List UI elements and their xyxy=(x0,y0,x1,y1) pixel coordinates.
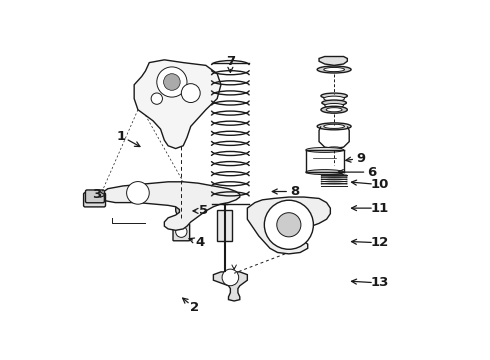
Circle shape xyxy=(157,67,187,97)
Circle shape xyxy=(222,269,239,286)
FancyBboxPatch shape xyxy=(173,224,190,241)
Ellipse shape xyxy=(321,106,347,113)
Ellipse shape xyxy=(306,148,343,152)
Circle shape xyxy=(277,213,301,237)
Ellipse shape xyxy=(324,67,344,72)
Polygon shape xyxy=(319,57,347,66)
FancyBboxPatch shape xyxy=(84,193,105,207)
Ellipse shape xyxy=(324,124,344,129)
Text: 4: 4 xyxy=(196,236,205,249)
FancyBboxPatch shape xyxy=(85,190,104,203)
Text: 10: 10 xyxy=(370,178,389,191)
Text: 1: 1 xyxy=(117,130,125,143)
Circle shape xyxy=(151,93,163,104)
Text: 8: 8 xyxy=(290,185,299,198)
Polygon shape xyxy=(214,272,247,301)
Text: 12: 12 xyxy=(370,236,389,249)
FancyBboxPatch shape xyxy=(217,210,232,242)
Circle shape xyxy=(181,84,200,103)
Circle shape xyxy=(264,200,314,249)
Ellipse shape xyxy=(327,147,342,150)
Polygon shape xyxy=(247,197,330,254)
Ellipse shape xyxy=(306,170,343,175)
Text: 5: 5 xyxy=(199,204,209,217)
Ellipse shape xyxy=(317,66,351,73)
Circle shape xyxy=(126,181,149,204)
Polygon shape xyxy=(100,182,240,230)
Text: 7: 7 xyxy=(226,55,235,68)
Text: 2: 2 xyxy=(190,301,199,314)
Ellipse shape xyxy=(321,93,347,99)
Ellipse shape xyxy=(322,100,346,105)
Ellipse shape xyxy=(325,103,343,108)
Ellipse shape xyxy=(324,96,344,101)
Circle shape xyxy=(164,74,180,90)
Text: 9: 9 xyxy=(356,152,365,165)
Text: 11: 11 xyxy=(370,202,389,215)
Circle shape xyxy=(175,200,195,219)
Polygon shape xyxy=(134,60,221,149)
Text: 3: 3 xyxy=(92,188,101,201)
Circle shape xyxy=(175,226,187,237)
Circle shape xyxy=(181,205,190,214)
Text: 13: 13 xyxy=(370,276,389,289)
Ellipse shape xyxy=(326,108,342,112)
Text: 6: 6 xyxy=(367,166,376,179)
Ellipse shape xyxy=(317,123,351,130)
